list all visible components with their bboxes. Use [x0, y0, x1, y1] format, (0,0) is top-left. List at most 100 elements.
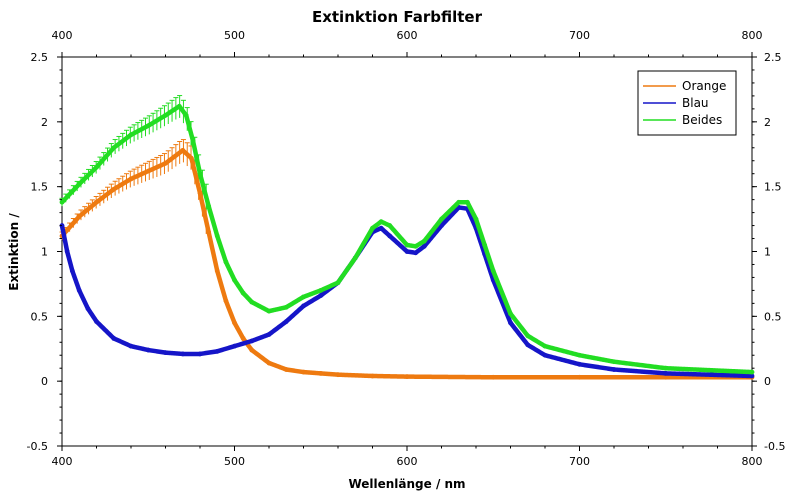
data-point-beides — [190, 138, 196, 144]
x-tick-label-top-3: 700 — [569, 29, 590, 42]
data-point-orange — [76, 214, 82, 219]
data-point-beides — [577, 352, 582, 358]
data-point-beides — [404, 242, 410, 248]
y-tick-label-right-5: 2 — [764, 116, 771, 129]
data-point-orange — [240, 335, 246, 341]
x-tick-label-top-2: 600 — [397, 29, 418, 42]
data-point-blau — [249, 338, 255, 344]
data-point-beides — [283, 304, 289, 310]
x-tick-label-bottom-2: 600 — [397, 455, 418, 468]
data-point-blau — [163, 350, 168, 356]
data-point-beides — [421, 238, 427, 244]
x-axis-label: Wellenlänge / nm — [348, 477, 465, 491]
data-point-orange — [577, 374, 582, 380]
data-point-beides — [232, 277, 237, 283]
data-point-beides — [542, 343, 548, 349]
data-point-blau — [749, 373, 755, 379]
data-point-blau — [266, 332, 272, 337]
data-point-beides — [197, 171, 203, 177]
data-point-beides — [59, 199, 65, 205]
data-point-orange — [94, 199, 99, 205]
y-tick-label-left-4: 1.5 — [31, 181, 49, 194]
data-point-beides — [223, 259, 229, 265]
data-point-blau — [577, 361, 582, 367]
y-tick-label-right-4: 1.5 — [764, 181, 782, 194]
data-point-beides — [240, 290, 246, 296]
y-tick-label-left-2: 0.5 — [31, 310, 49, 323]
data-point-blau — [197, 351, 203, 357]
x-tick-label-top-0: 400 — [52, 29, 73, 42]
y-tick-label-left-1: 0 — [41, 375, 48, 388]
data-point-blau — [64, 249, 70, 254]
y-tick-label-left-5: 2 — [41, 116, 48, 129]
data-point-blau — [69, 268, 75, 274]
data-point-orange — [283, 367, 289, 372]
data-point-beides — [206, 203, 212, 209]
data-point-blau — [378, 225, 384, 231]
data-point-blau — [525, 342, 531, 348]
y-tick-label-left-3: 1 — [41, 246, 48, 259]
legend-label-blau: Blau — [682, 96, 709, 110]
data-point-beides — [611, 359, 617, 365]
data-point-orange — [188, 155, 194, 161]
data-point-beides — [456, 199, 462, 205]
series-layer — [59, 103, 755, 380]
data-point-orange — [111, 186, 117, 192]
data-point-beides — [111, 145, 117, 151]
chart-title: Extinktion Farbfilter — [312, 8, 483, 26]
data-point-orange — [404, 374, 410, 380]
data-point-orange — [223, 298, 229, 304]
data-point-beides — [145, 123, 151, 129]
data-point-beides — [387, 223, 393, 228]
data-point-orange — [128, 176, 134, 182]
data-point-blau — [283, 319, 289, 324]
data-point-beides — [76, 181, 82, 187]
data-point-blau — [508, 320, 513, 326]
data-point-orange — [214, 268, 220, 274]
data-point-beides — [128, 132, 134, 138]
data-point-beides — [482, 242, 488, 248]
x-tick-label-bottom-0: 400 — [52, 455, 73, 468]
y-tick-label-left-0: -0.5 — [27, 440, 48, 453]
data-point-blau — [145, 347, 151, 353]
data-point-orange — [370, 373, 375, 379]
x-tick-label-top-4: 800 — [742, 29, 763, 42]
data-point-beides — [490, 268, 496, 274]
data-point-beides — [249, 299, 255, 305]
series-beides — [59, 103, 755, 375]
data-point-orange — [249, 347, 255, 353]
data-point-blau — [421, 243, 427, 249]
data-point-blau — [128, 343, 134, 349]
data-point-blau — [439, 223, 444, 228]
data-point-blau — [180, 351, 186, 357]
data-point-blau — [611, 367, 617, 372]
data-point-blau — [387, 233, 393, 239]
data-point-beides — [266, 308, 272, 314]
data-point-blau — [542, 352, 548, 358]
data-point-beides — [183, 112, 189, 118]
series-blau — [59, 205, 755, 379]
data-point-beides — [318, 288, 324, 293]
data-point-orange — [318, 370, 324, 376]
data-point-beides — [370, 225, 375, 231]
data-point-beides — [378, 219, 384, 225]
data-point-beides — [439, 216, 444, 222]
data-point-beides — [749, 369, 755, 375]
data-point-blau — [232, 343, 237, 349]
data-point-blau — [404, 249, 410, 254]
data-point-orange — [180, 147, 186, 153]
data-point-blau — [76, 288, 82, 293]
data-point-beides — [301, 294, 306, 300]
data-point-beides — [413, 243, 419, 249]
y-tick-label-left-6: 2.5 — [31, 51, 49, 64]
data-point-blau — [413, 250, 419, 256]
legend-label-orange: Orange — [682, 79, 726, 93]
data-point-blau — [214, 348, 220, 354]
y-axis-label: Extinktion / — [7, 213, 21, 291]
data-point-orange — [266, 360, 272, 366]
data-point-orange — [206, 229, 212, 235]
x-tick-label-bottom-1: 500 — [224, 455, 245, 468]
x-tick-label-bottom-4: 800 — [742, 455, 763, 468]
data-point-blau — [301, 303, 306, 309]
legend-label-beides: Beides — [682, 113, 722, 127]
